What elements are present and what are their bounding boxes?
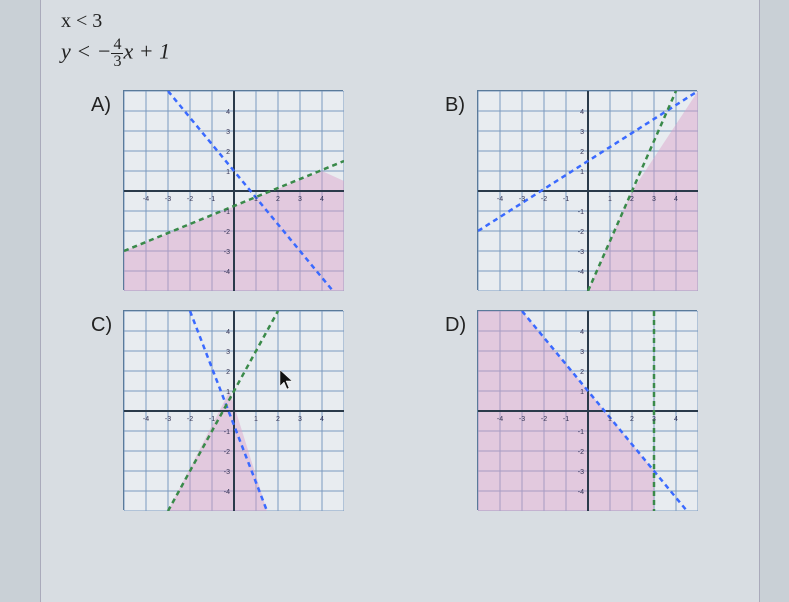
svg-text:-2: -2: [578, 449, 584, 456]
svg-text:1: 1: [226, 169, 230, 176]
svg-text:-3: -3: [578, 469, 584, 476]
ineq-sign: −: [97, 39, 112, 64]
svg-text:-4: -4: [224, 489, 230, 496]
svg-text:2: 2: [226, 369, 230, 376]
svg-text:-1: -1: [224, 209, 230, 216]
svg-text:3: 3: [580, 129, 584, 136]
choice-D[interactable]: D) 1 1 2 2 3 3 4 4 -1 -1 -2 -2 -3 -3 -4 -4: [445, 310, 739, 510]
svg-text:1: 1: [608, 196, 612, 203]
svg-text:-2: -2: [541, 196, 547, 203]
svg-text:2: 2: [580, 149, 584, 156]
ineq-frac: 43: [111, 37, 123, 70]
svg-text:-4: -4: [143, 196, 149, 203]
svg-text:4: 4: [320, 196, 324, 203]
choice-graph: 1 1 2 2 3 3 4 4 -1 -1 -2 -2 -3 -3 -4 -4: [477, 90, 697, 290]
svg-text:2: 2: [630, 416, 634, 423]
choice-A[interactable]: A) 1 1 2 2 3 3 4 4 -1 -1 -2 -2 -3 -3 -4 -4: [91, 90, 385, 290]
svg-text:-1: -1: [578, 209, 584, 216]
choice-label: A): [91, 94, 115, 117]
svg-text:-4: -4: [578, 489, 584, 496]
svg-text:2: 2: [580, 369, 584, 376]
svg-text:3: 3: [652, 196, 656, 203]
svg-text:-3: -3: [224, 249, 230, 256]
svg-text:-4: -4: [497, 416, 503, 423]
svg-text:-4: -4: [224, 269, 230, 276]
svg-text:3: 3: [298, 196, 302, 203]
svg-text:3: 3: [226, 129, 230, 136]
choice-graph: 1 1 2 2 3 3 4 4 -1 -1 -2 -2 -3 -3 -4 -4: [477, 310, 697, 510]
page-container: x < 3 y < −43x + 1 A)11223344-1-1-2-2-3-…: [40, 0, 760, 602]
choices-grid: A) 1 1 2 2 3 3 4 4 -1 -1 -2 -2 -3 -3 -4 -4 B) 1 1 2 2 3 3 4 4 -1 -1…: [61, 90, 739, 510]
svg-text:2: 2: [276, 196, 280, 203]
svg-text:1: 1: [226, 389, 230, 396]
svg-text:-1: -1: [563, 196, 569, 203]
choice-label: D): [445, 314, 469, 337]
svg-text:4: 4: [226, 329, 230, 336]
svg-text:1: 1: [580, 169, 584, 176]
choice-graph: 1 1 2 2 3 3 4 4 -1 -1 -2 -2 -3 -3 -4 -4: [123, 90, 343, 290]
ineq-op: <: [76, 39, 91, 64]
svg-text:2: 2: [276, 416, 280, 423]
svg-text:1: 1: [608, 416, 612, 423]
svg-text:-4: -4: [143, 416, 149, 423]
question-line2: y < −43x + 1: [61, 37, 739, 70]
ineq-tail: x + 1: [123, 39, 170, 64]
svg-text:-2: -2: [187, 416, 193, 423]
svg-text:-3: -3: [519, 416, 525, 423]
choice-label: C): [91, 314, 115, 337]
choice-C[interactable]: C) 1 1 2 2 3 3 4 4 -1 -1 -2 -2 -3 -3 -4 -4: [91, 310, 385, 510]
ineq-lhs: y: [61, 39, 71, 64]
svg-text:4: 4: [674, 196, 678, 203]
svg-text:-2: -2: [224, 229, 230, 236]
svg-text:-2: -2: [187, 196, 193, 203]
svg-text:-3: -3: [165, 196, 171, 203]
svg-text:-2: -2: [224, 449, 230, 456]
svg-text:1: 1: [254, 196, 258, 203]
question-line1: x < 3: [61, 10, 739, 33]
svg-text:-1: -1: [209, 416, 215, 423]
svg-text:-1: -1: [563, 416, 569, 423]
svg-text:-1: -1: [578, 429, 584, 436]
choice-B[interactable]: B) 1 1 2 2 3 3 4 4 -1 -1 -2 -2 -3 -3 -4 -4: [445, 90, 739, 290]
svg-text:-3: -3: [165, 416, 171, 423]
svg-text:-3: -3: [519, 196, 525, 203]
svg-text:4: 4: [674, 416, 678, 423]
svg-text:-1: -1: [224, 429, 230, 436]
svg-text:4: 4: [226, 109, 230, 116]
svg-text:-4: -4: [497, 196, 503, 203]
svg-text:3: 3: [580, 349, 584, 356]
svg-text:2: 2: [226, 149, 230, 156]
svg-text:-2: -2: [541, 416, 547, 423]
svg-text:-2: -2: [578, 229, 584, 236]
svg-text:4: 4: [320, 416, 324, 423]
svg-text:2: 2: [630, 196, 634, 203]
svg-text:3: 3: [226, 349, 230, 356]
svg-text:3: 3: [652, 416, 656, 423]
choice-label: B): [445, 94, 469, 117]
svg-text:4: 4: [580, 329, 584, 336]
choice-graph: 1 1 2 2 3 3 4 4 -1 -1 -2 -2 -3 -3 -4 -4: [123, 310, 343, 510]
svg-text:-3: -3: [224, 469, 230, 476]
frac-den: 3: [111, 54, 123, 70]
svg-text:1: 1: [254, 416, 258, 423]
svg-text:3: 3: [298, 416, 302, 423]
svg-text:4: 4: [580, 109, 584, 116]
svg-text:1: 1: [580, 389, 584, 396]
frac-num: 4: [111, 37, 123, 54]
svg-text:-3: -3: [578, 249, 584, 256]
svg-text:-1: -1: [209, 196, 215, 203]
svg-text:-4: -4: [578, 269, 584, 276]
